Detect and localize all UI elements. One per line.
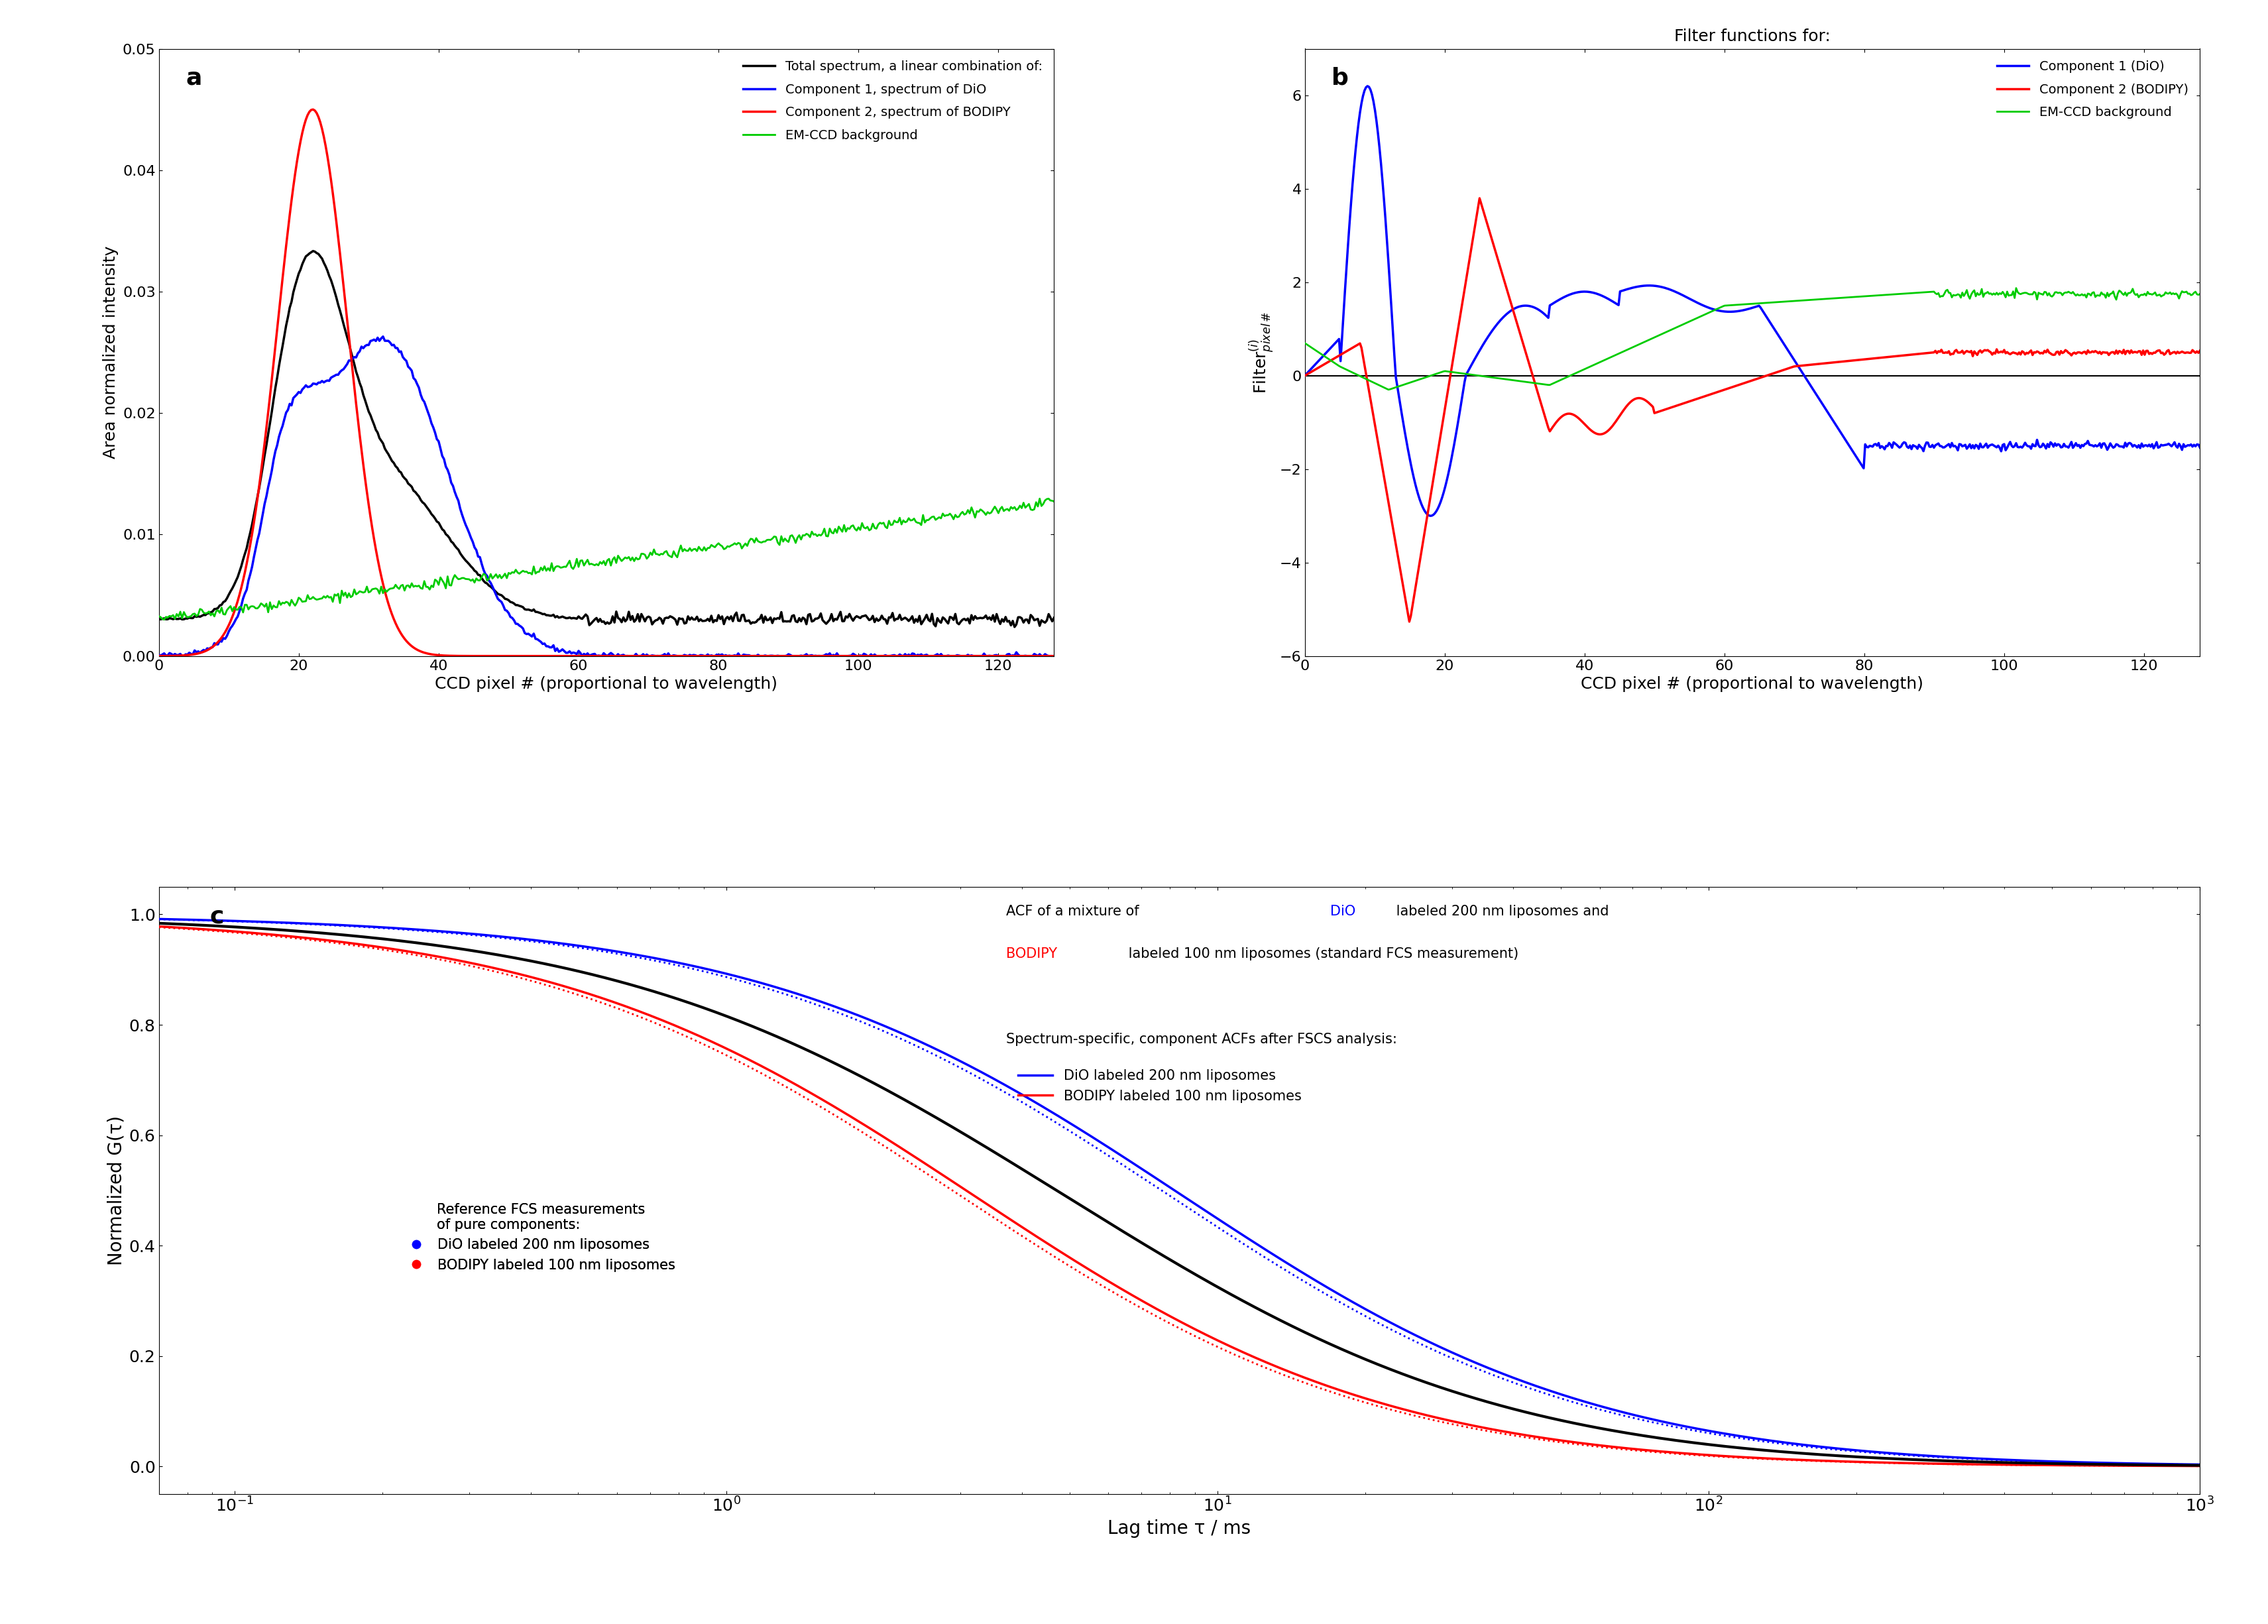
Text: a: a <box>186 67 202 89</box>
X-axis label: CCD pixel # (proportional to wavelength): CCD pixel # (proportional to wavelength) <box>435 676 778 692</box>
Text: c: c <box>209 905 225 927</box>
Text: labeled 200 nm liposomes and: labeled 200 nm liposomes and <box>1393 905 1608 918</box>
Text: b: b <box>1331 67 1349 89</box>
Y-axis label: Area normalized intensity: Area normalized intensity <box>102 245 118 460</box>
Legend: Component 1 (DiO), Component 2 (BODIPY), EM-CCD background: Component 1 (DiO), Component 2 (BODIPY),… <box>1991 55 2193 123</box>
Y-axis label: Filter$^{(i)}_{pixel\,\#}$: Filter$^{(i)}_{pixel\,\#}$ <box>1247 312 1277 393</box>
Text: ACF of a mixture of: ACF of a mixture of <box>1005 905 1143 918</box>
Text: BODIPY: BODIPY <box>1005 947 1057 961</box>
X-axis label: Lag time τ / ms: Lag time τ / ms <box>1107 1518 1252 1538</box>
Text: Spectrum-specific, component ACFs after FSCS analysis:: Spectrum-specific, component ACFs after … <box>1005 1033 1397 1046</box>
Title: Filter functions for:: Filter functions for: <box>1674 29 1830 45</box>
Y-axis label: Normalized G(τ): Normalized G(τ) <box>107 1116 125 1265</box>
Text: DiO: DiO <box>1331 905 1356 918</box>
Legend: Total spectrum, a linear combination of:, Component 1, spectrum of DiO, Componen: Total spectrum, a linear combination of:… <box>737 55 1048 146</box>
Legend: DiO labeled 200 nm liposomes, BODIPY labeled 100 nm liposomes: DiO labeled 200 nm liposomes, BODIPY lab… <box>401 1197 680 1278</box>
Text: labeled 100 nm liposomes (standard FCS measurement): labeled 100 nm liposomes (standard FCS m… <box>1125 947 1520 961</box>
X-axis label: CCD pixel # (proportional to wavelength): CCD pixel # (proportional to wavelength) <box>1581 676 1923 692</box>
